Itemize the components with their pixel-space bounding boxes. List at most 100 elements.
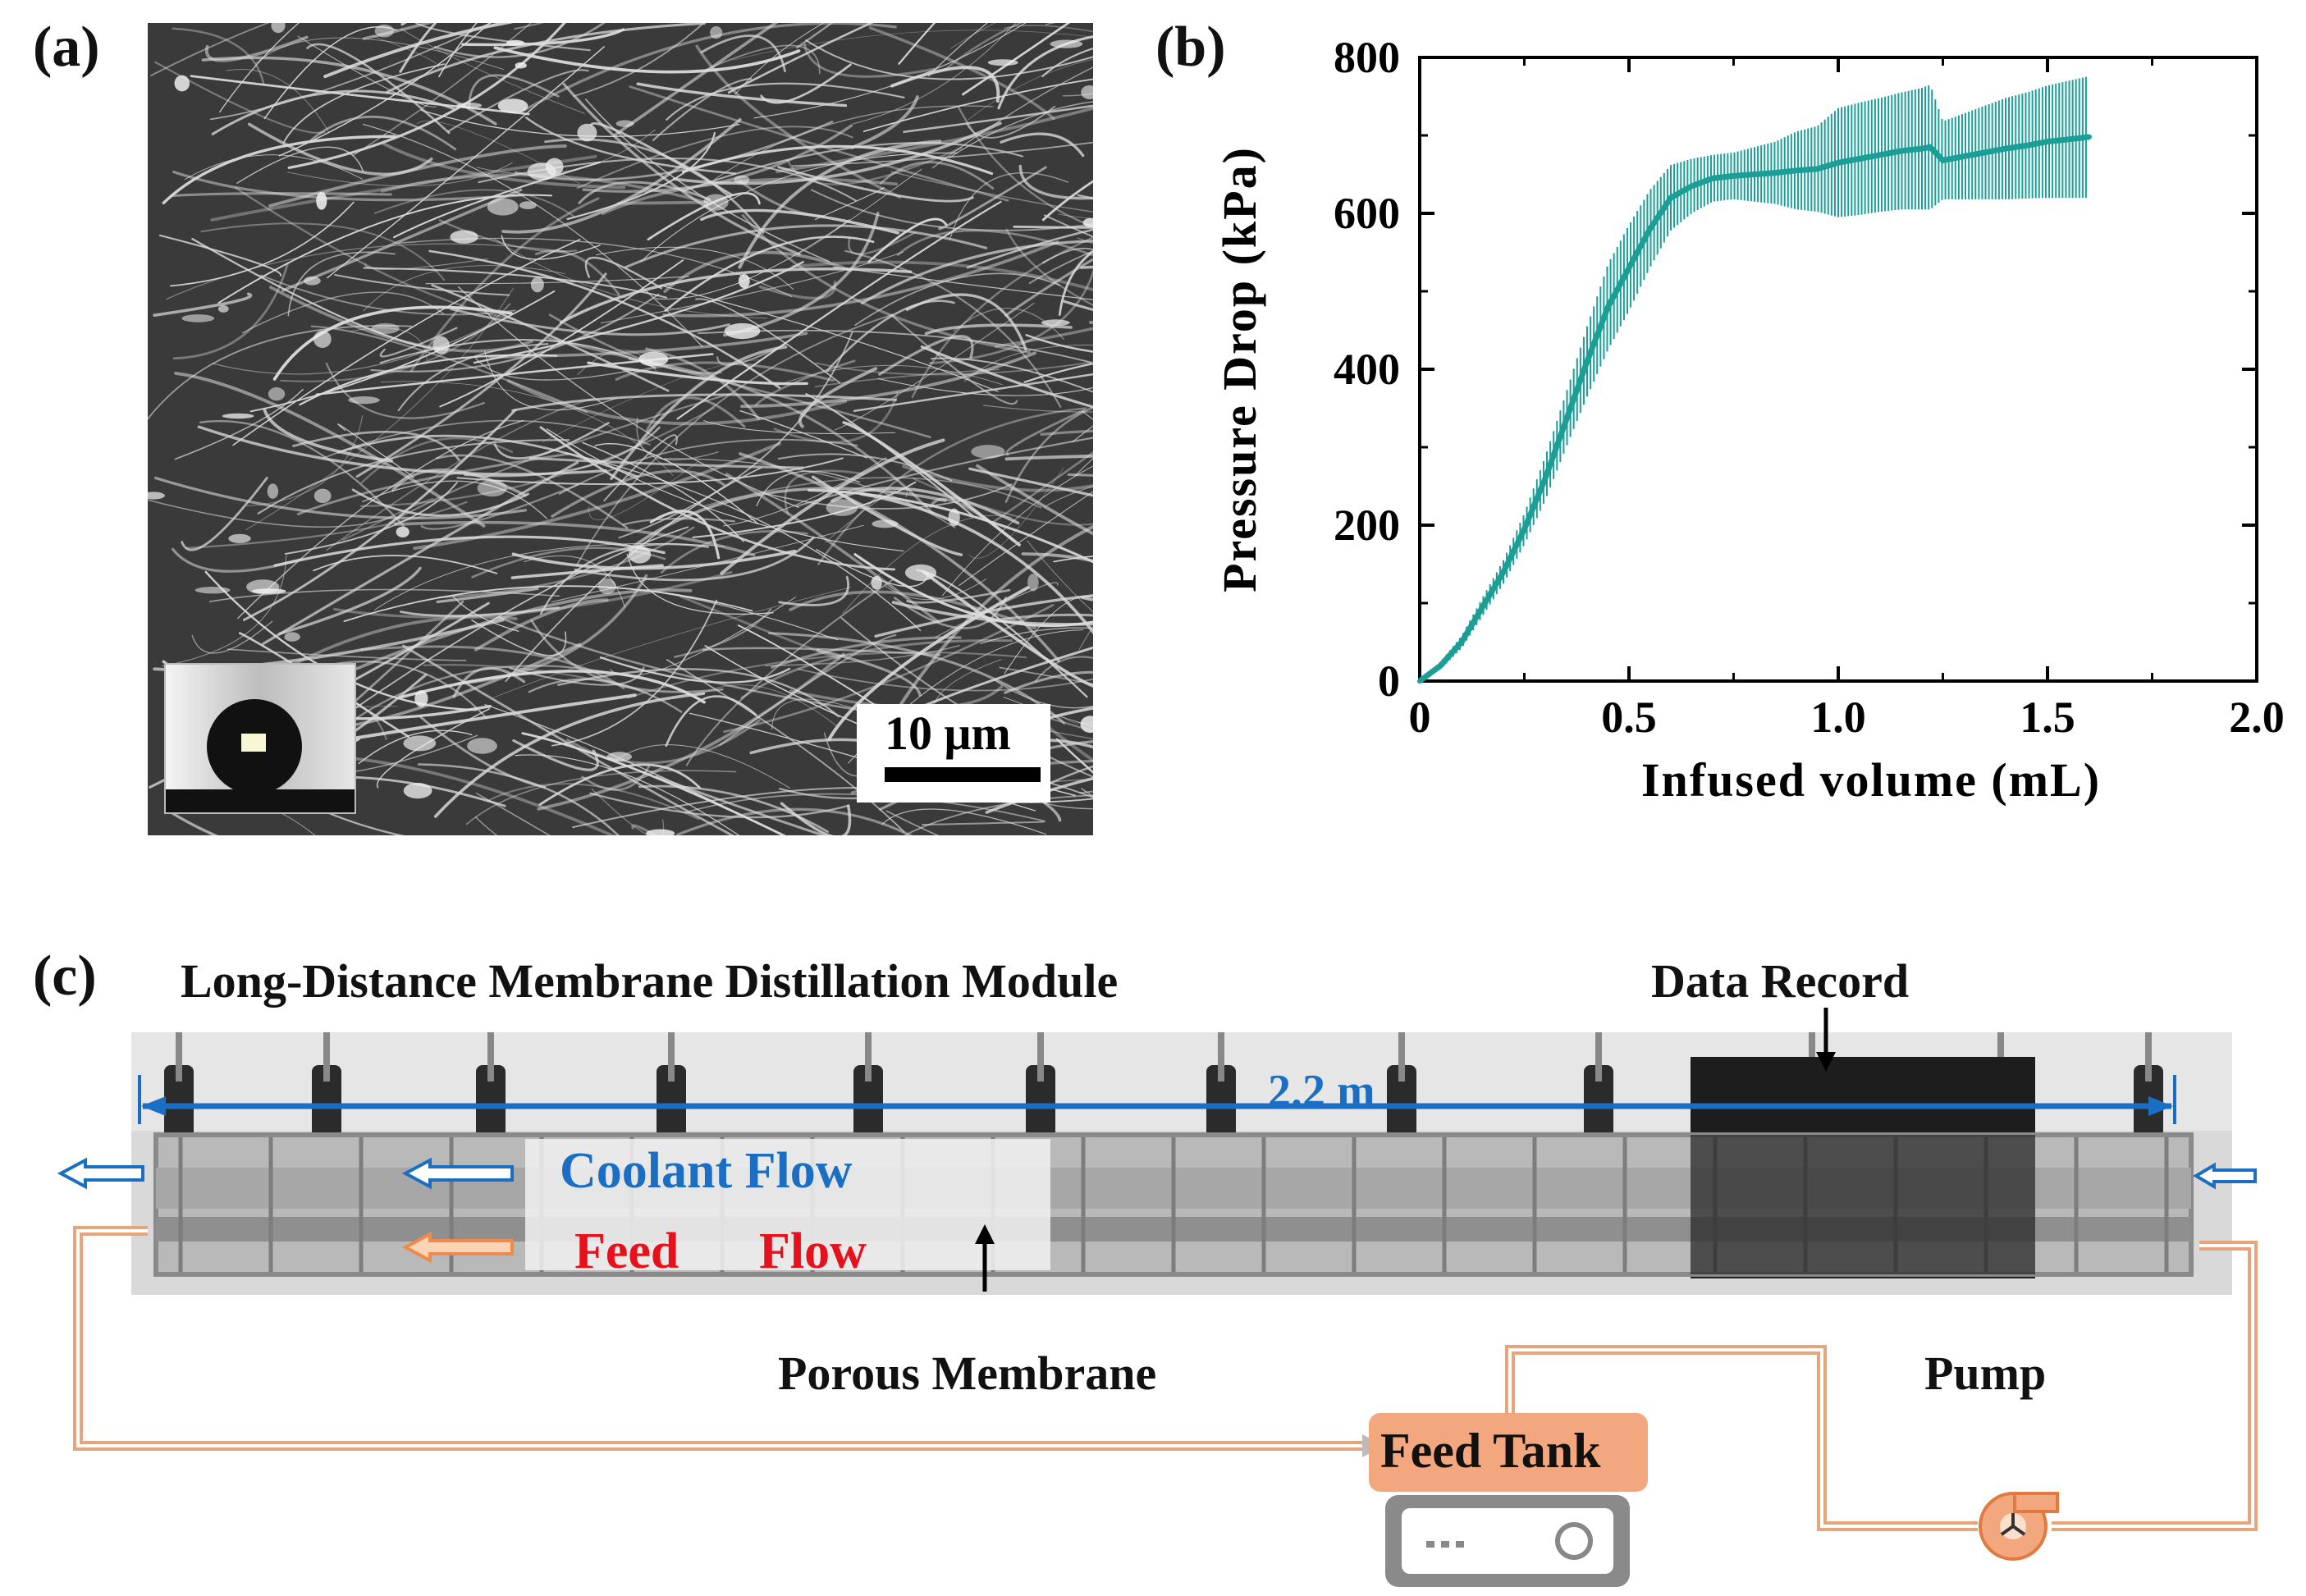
fiber [475,793,551,835]
fiber-knot [174,75,190,92]
fiber [241,291,445,334]
fiber-knot [396,526,409,537]
data-point [1794,167,1799,173]
data-point [2045,139,2050,144]
fiber [493,46,801,74]
fiber [968,467,1093,497]
data-point [1898,149,1904,153]
fiber [685,578,894,766]
fiber-knot [1081,85,1093,99]
fiber [493,422,610,460]
fiber [868,26,1055,121]
fiber [234,186,515,321]
fiber-knot [615,120,634,127]
fiber [537,652,845,811]
fiber [1004,595,1093,675]
fiber [789,590,1037,630]
fiber-knot [971,445,1005,459]
fiber [877,377,1093,396]
fiber [393,161,601,239]
data-point [1773,170,1778,176]
fiber [629,85,1009,202]
fiber [162,135,396,205]
panel-c-label: (c) [33,944,97,1008]
fiber-knot [348,396,380,405]
pump-icon [1979,1492,2059,1561]
fiber [280,303,511,382]
fiber [805,393,974,517]
fiber [890,171,1093,213]
fiber [219,23,300,113]
fiber [927,23,989,77]
feed-flow-arrow-icon [402,1231,514,1264]
fiber [666,659,905,833]
support-rod [1218,1032,1224,1082]
fiber [310,115,457,151]
fiber [1025,333,1093,353]
fiber-knot [194,587,231,594]
fiber [796,23,834,49]
fiber [185,501,468,549]
fiber [456,574,648,685]
fiber [797,168,922,254]
fiber [350,327,428,360]
fiber [834,303,1035,431]
fiber [327,46,605,279]
data-point [1878,152,1883,158]
fiber [636,82,848,107]
fiber [401,644,735,835]
fiber [524,555,625,607]
fiber [436,454,629,529]
fiber [1044,486,1093,508]
fiber [807,488,1093,564]
fiber [622,518,736,526]
support-rod [668,1032,675,1082]
fiber-knot [487,198,519,216]
fiber [310,325,588,414]
support-post [1387,1065,1416,1139]
fiber [879,161,995,190]
fiber [566,719,761,765]
feed-tank-label: Feed Tank [1380,1424,1601,1478]
fiber [474,598,609,652]
fiber [438,219,578,253]
contact-angle-inset [164,663,356,814]
fiber [771,636,962,669]
panel-b-label: (b) [1155,16,1226,79]
fiber [890,314,1018,405]
fiber [161,555,287,667]
fiber-knot [313,330,332,348]
fiber [1079,790,1093,794]
fiber-knot [738,274,750,289]
pump-label: Pump [1924,1347,2047,1400]
fiber [153,292,253,317]
data-record-arrow [1816,1008,1836,1072]
fiber [591,788,665,835]
fiber [773,391,899,444]
support-post [476,1065,506,1139]
data-point [2087,134,2092,139]
fiber [986,613,1093,623]
data-point [1585,359,1590,364]
data-point [1417,679,1422,684]
fiber-knot [403,735,437,752]
y-tick-label: 800 [1334,33,1400,82]
fiber [659,285,999,392]
support-rod [323,1032,330,1082]
fiber [525,117,737,175]
fiber [297,35,437,107]
fiber-knot [948,508,960,527]
fiber [582,441,744,542]
fiber [810,189,1093,231]
fiber [1004,258,1093,317]
fiber [576,126,853,190]
fiber [450,308,730,336]
data-point [1814,166,1820,171]
fiber [1058,249,1093,316]
fiber [153,476,528,520]
fiber [433,692,706,818]
fiber [842,514,1013,615]
fiber-knot [268,387,286,401]
fiber [582,124,853,193]
feed-loop-pipes [73,1224,2258,1531]
